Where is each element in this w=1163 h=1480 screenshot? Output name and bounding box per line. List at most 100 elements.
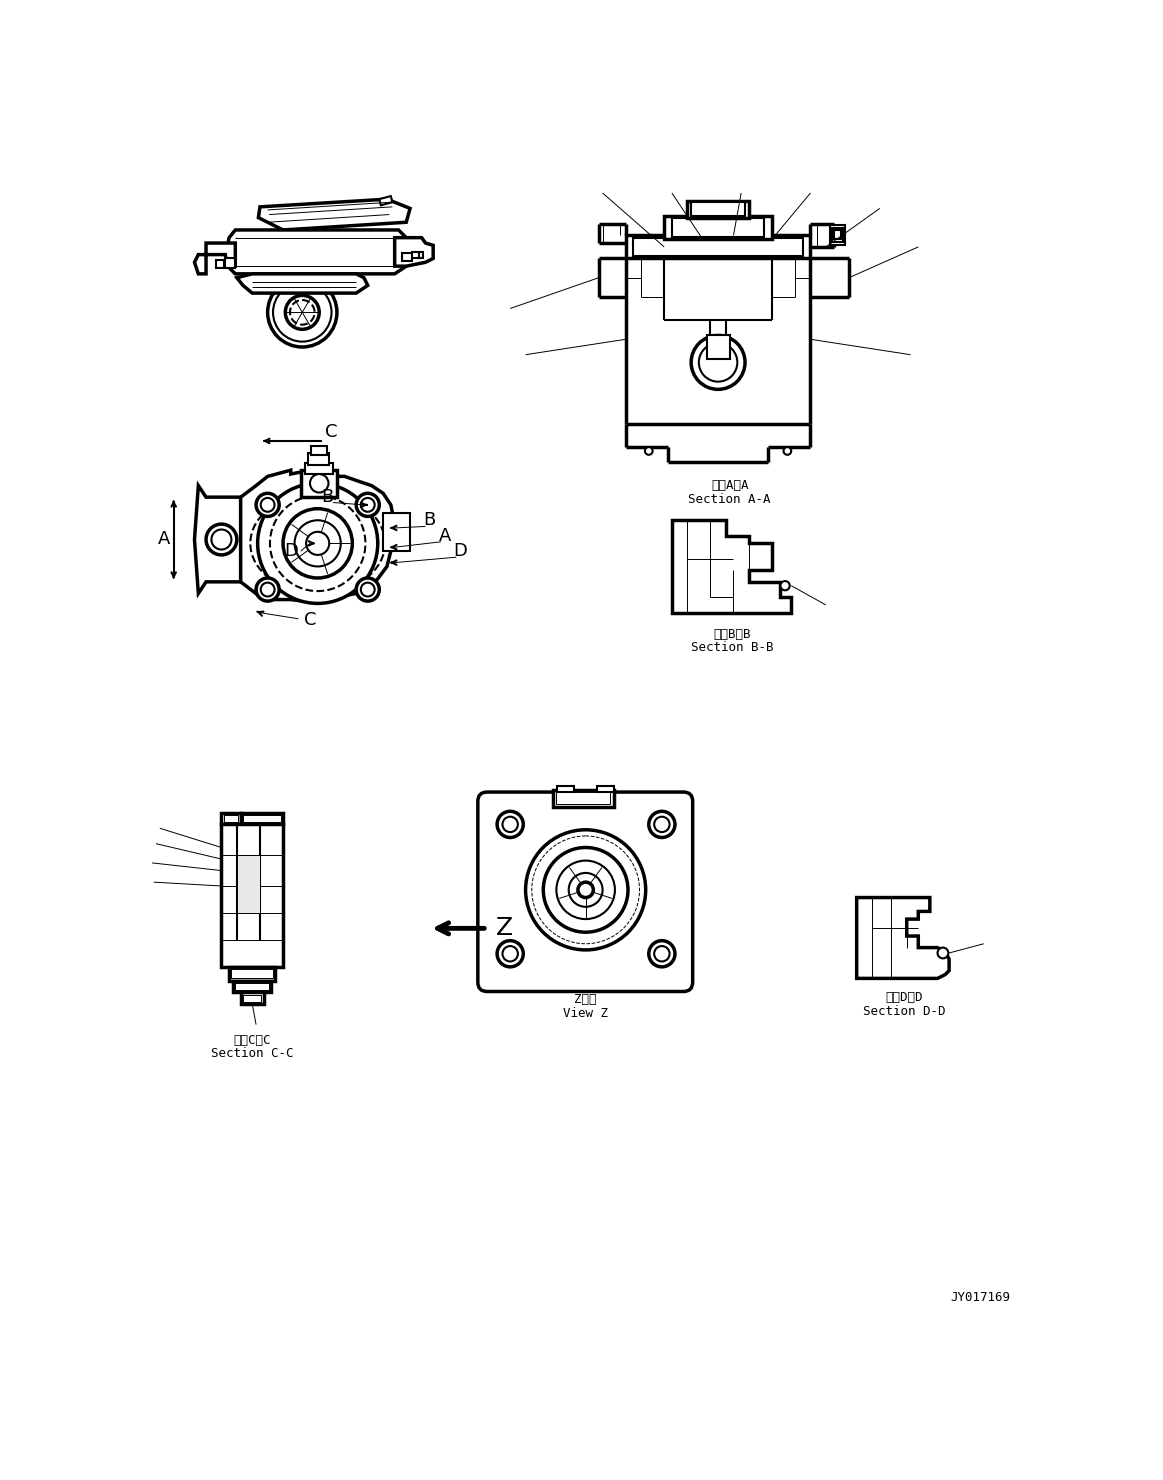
Text: A: A [438, 527, 451, 545]
Circle shape [937, 947, 948, 959]
Circle shape [780, 582, 790, 591]
Bar [243, 995, 262, 1002]
Text: Section B-B: Section B-B [691, 641, 773, 654]
Circle shape [270, 496, 365, 591]
Bar [311, 445, 327, 454]
Polygon shape [194, 485, 241, 593]
Circle shape [654, 946, 670, 962]
Circle shape [285, 296, 319, 329]
Circle shape [356, 493, 379, 517]
Polygon shape [394, 238, 433, 266]
Circle shape [256, 493, 279, 517]
Bar [233, 981, 271, 992]
Circle shape [311, 474, 328, 493]
Circle shape [261, 497, 274, 512]
Text: D: D [454, 542, 468, 559]
Circle shape [212, 530, 231, 549]
Circle shape [699, 343, 737, 382]
Bar [707, 336, 729, 358]
Text: 断面D－D: 断面D－D [886, 992, 923, 1003]
Circle shape [649, 941, 675, 966]
Text: C: C [304, 611, 316, 629]
Bar [221, 813, 241, 824]
Bar [301, 471, 337, 497]
Text: Section C-C: Section C-C [211, 1048, 293, 1060]
Bar [597, 786, 614, 792]
Bar [672, 219, 764, 237]
Bar [221, 824, 283, 966]
Polygon shape [672, 521, 791, 613]
Polygon shape [379, 195, 392, 206]
Circle shape [569, 873, 602, 907]
Text: C: C [324, 423, 337, 441]
Text: View Z: View Z [563, 1006, 608, 1020]
Circle shape [502, 817, 518, 832]
Circle shape [784, 447, 791, 454]
Text: D: D [284, 542, 298, 559]
Bar [241, 992, 264, 1003]
Circle shape [578, 882, 593, 897]
Bar [834, 229, 841, 240]
Text: B: B [321, 488, 334, 506]
Text: Z: Z [495, 916, 513, 940]
Polygon shape [237, 274, 368, 293]
Circle shape [306, 531, 329, 555]
Bar [552, 790, 614, 807]
Text: 断面A－A: 断面A－A [711, 480, 748, 491]
Circle shape [290, 300, 315, 324]
Bar [308, 453, 329, 465]
Bar [383, 512, 411, 551]
Bar [829, 225, 846, 244]
Circle shape [206, 524, 237, 555]
Circle shape [556, 860, 615, 919]
Text: JY017169: JY017169 [950, 1292, 1009, 1304]
Polygon shape [241, 471, 394, 601]
Text: Section A-A: Section A-A [688, 493, 771, 506]
Circle shape [543, 848, 628, 932]
Bar [237, 855, 261, 913]
Bar [235, 983, 269, 990]
Bar [664, 216, 772, 240]
Bar [413, 252, 419, 258]
Circle shape [649, 811, 675, 838]
Circle shape [497, 811, 523, 838]
Circle shape [691, 336, 745, 389]
Bar [687, 201, 749, 218]
Circle shape [645, 447, 652, 454]
Bar [634, 238, 802, 256]
Circle shape [361, 583, 374, 596]
Bar [229, 966, 276, 981]
Bar [419, 252, 423, 258]
Polygon shape [258, 200, 411, 229]
Text: 断面B－B: 断面B－B [713, 628, 750, 641]
Circle shape [356, 579, 379, 601]
Bar [243, 815, 280, 821]
Circle shape [361, 497, 374, 512]
Bar [216, 260, 223, 268]
Text: 断面C－C: 断面C－C [234, 1033, 271, 1046]
Bar [231, 969, 273, 978]
Bar [691, 203, 745, 216]
Bar [241, 813, 283, 824]
Circle shape [273, 283, 331, 342]
Circle shape [267, 278, 337, 346]
Polygon shape [857, 897, 949, 978]
Polygon shape [194, 243, 235, 274]
Bar [556, 792, 611, 805]
Circle shape [258, 484, 378, 604]
Bar [223, 815, 238, 821]
Circle shape [502, 946, 518, 962]
Circle shape [531, 836, 640, 944]
Circle shape [261, 583, 274, 596]
Bar [557, 786, 575, 792]
Text: A: A [157, 530, 170, 549]
Text: B: B [423, 511, 435, 530]
Bar [626, 235, 811, 259]
Circle shape [283, 509, 352, 579]
Circle shape [294, 521, 341, 567]
Bar [832, 228, 843, 241]
Circle shape [526, 830, 645, 950]
Circle shape [497, 941, 523, 966]
FancyBboxPatch shape [478, 792, 693, 992]
Text: Section D-D: Section D-D [863, 1005, 946, 1018]
